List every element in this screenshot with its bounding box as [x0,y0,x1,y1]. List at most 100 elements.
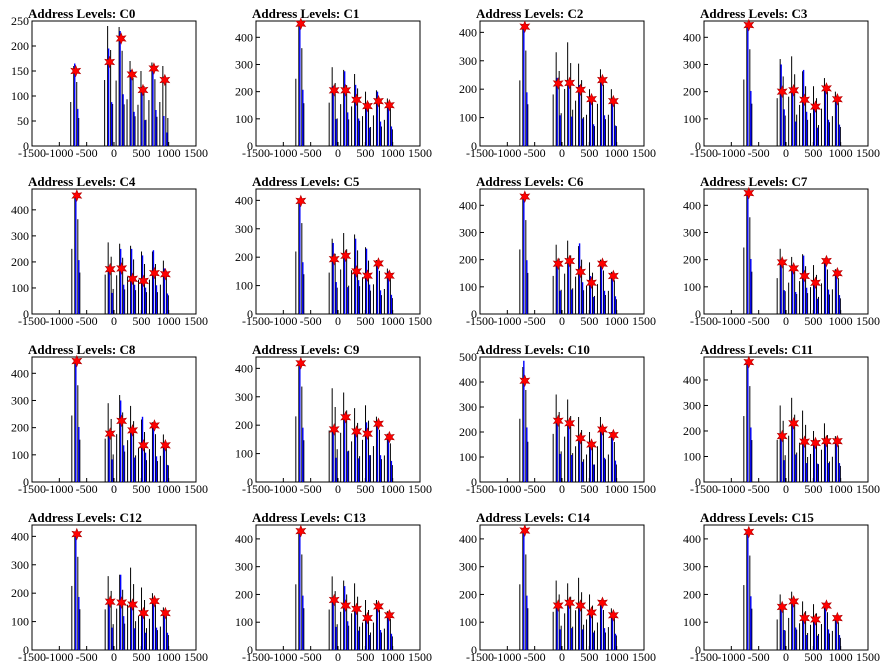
chart-title: Address Levels: C13 [252,510,366,525]
x-tick-label: -1500 [242,314,270,328]
x-tick-label: -1500 [242,650,270,664]
x-tick-label: -1500 [690,146,718,160]
x-tick-label: 500 [132,146,150,160]
peak-marker [519,524,531,537]
chart-panel-12: Address Levels: C12 -1500 -1000 -500 0 500 100… [0,504,224,672]
peak-marker [328,593,340,607]
x-tick-label: -500 [524,650,546,664]
chart-title: Address Levels: C11 [700,342,813,357]
chart-svg-7: Address Levels: C7-1500 -1000 -500 0 500 1000… [683,174,880,328]
chart-panel-7: Address Levels: C7 -1500 -1000 -500 0 500 1000… [672,168,896,336]
x-tick-label: 0 [111,482,117,496]
x-tick-label: 1500 [408,650,432,664]
chart-svg-8: Address Levels: C8-1500 -1000 -500 0 500 1000… [11,342,208,496]
y-tick-label: 200 [11,421,29,435]
peak-marker [137,83,149,97]
chart-title: Address Levels: C8 [28,342,136,357]
chart-svg-3: Address Levels: C3-1500 -1000 -500 0 500 1000… [683,6,880,160]
y-tick-label: 200 [459,82,477,96]
chart-svg-15: Address Levels: C15 -1500 -1000 -500 0 500 100… [683,510,880,664]
y-tick-label: 400 [235,532,253,546]
y-tick-label: 200 [683,85,701,99]
y-tick-label: 300 [683,225,701,239]
peak-marker [564,416,576,430]
peak-marker [116,596,128,609]
x-tick-label: 1500 [408,482,432,496]
peak-marker [552,414,564,428]
peak-marker [115,32,127,45]
y-tick-label: 400 [683,373,701,387]
y-tick-label: 300 [11,229,29,243]
peak-marker [362,427,373,441]
peak-marker [116,414,128,428]
chart-panel-6: Address Levels: C6 -1500 -1000 -500 0 500 1000… [448,168,672,336]
x-tick-label: 0 [111,146,117,160]
peak-marker [820,82,832,95]
y-tick-label: 400 [683,532,701,546]
peak-marker [596,257,608,271]
plot-frame [31,188,197,315]
x-tick-label: -500 [300,482,322,496]
x-tick-label: -1500 [18,650,46,664]
x-tick-label: -500 [76,650,98,664]
x-tick-label: 1000 [605,314,629,328]
y-tick-label: 300 [459,400,477,414]
peak-marker [159,267,171,281]
peak-marker [788,262,800,275]
chart-panel-10: Address Levels: C10 -1500 -1000 -500 0 500 100… [448,336,672,504]
plot-frame [31,356,197,483]
y-tick-label: 50 [17,114,29,128]
y-tick-label: 100 [683,449,701,463]
x-tick-label: 1500 [184,314,208,328]
x-tick-label: 0 [335,146,341,160]
x-tick-label: 0 [783,146,789,160]
x-tick-label: 1000 [157,650,181,664]
chart-panel-8: Address Levels: C8 -1500 -1000 -500 0 500 1000… [0,336,224,504]
x-tick-label: -1500 [242,482,270,496]
peak-marker [552,257,564,271]
x-tick-label: -500 [748,146,770,160]
peak-marker [138,274,149,288]
y-tick-label: 200 [683,424,701,438]
x-tick-label: -500 [300,146,322,160]
plot-frame [479,524,645,651]
peak-marker [372,417,384,431]
plot-frame [255,20,421,147]
x-tick-label: -1500 [18,314,46,328]
x-tick-label: -500 [748,650,770,664]
chart-panel-13: Address Levels: C13 -1500 -1000 -500 0 500 100… [224,504,448,672]
peak-marker [295,356,307,370]
x-tick-label: -1500 [466,482,494,496]
y-tick-label: 300 [235,57,253,71]
peak-marker [596,423,608,436]
y-tick-label: 0 [471,475,477,489]
peak-marker [743,18,755,32]
y-tick-label: 400 [235,193,253,207]
y-tick-label: 200 [11,255,29,269]
x-tick-label: 1500 [632,650,656,664]
x-tick-label: -500 [76,482,98,496]
peak-marker [104,55,116,69]
x-tick-label: -1000 [45,482,73,496]
y-tick-label: 300 [235,222,253,236]
peak-marker [776,256,788,269]
peak-marker [519,190,531,203]
peak-marker [810,100,821,113]
peak-marker [295,17,307,31]
peak-marker [607,608,619,622]
x-tick-label: 500 [132,314,150,328]
x-tick-label: 500 [356,482,374,496]
peak-marker [351,93,363,107]
peak-marker [372,94,384,108]
peak-marker [607,428,619,442]
peak-marker [776,429,788,443]
y-tick-label: 100 [235,279,253,293]
y-tick-label: 200 [683,253,701,267]
peak-marker [799,611,811,625]
x-tick-label: 0 [335,482,341,496]
x-tick-label: 1500 [856,482,880,496]
x-tick-label: 500 [356,146,374,160]
x-tick-label: 0 [335,650,341,664]
peak-marker [362,611,373,625]
